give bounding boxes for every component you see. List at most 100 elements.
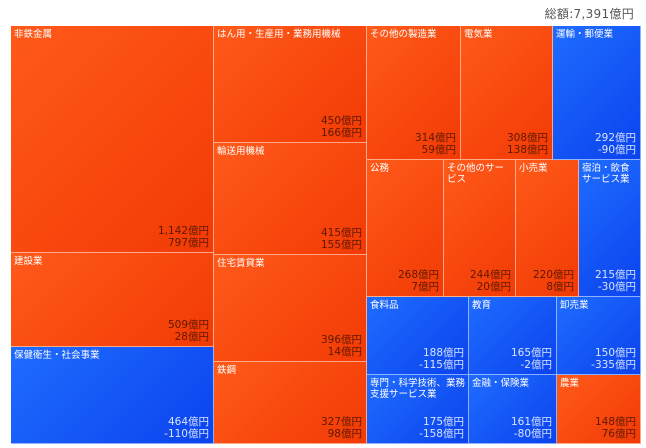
tile-amount-label: 244億円: [469, 269, 511, 281]
tile-change-label: -80億円: [513, 427, 552, 440]
tile-name-label: はん用・生産用・業務用機械: [217, 29, 341, 40]
tile-amount-label: 188億円: [422, 347, 464, 359]
tile-amount-label: 175億円: [422, 416, 464, 428]
tile-values: 415億円 155億円: [320, 227, 362, 251]
tile-amount-label: 396億円: [320, 334, 362, 346]
treemap-tile[interactable]: 金融・保険業 161億円 -80億円: [469, 375, 557, 444]
tile-amount-label: 161億円: [510, 416, 552, 428]
tile-change-label: -158億円: [419, 427, 464, 440]
tile-change-label: 7億円: [411, 280, 439, 293]
total-amount-label: 総額:7,391億円: [544, 7, 634, 21]
tile-name-label: 宿泊・飲食サービス業: [582, 163, 630, 185]
tile-values: 327億円 98億円: [320, 416, 362, 440]
tile-amount-label: 220億円: [532, 269, 574, 281]
tile-values: 150億円 -335億円: [591, 347, 636, 371]
tile-name-label: 教育: [472, 300, 492, 311]
treemap-tile[interactable]: 卸売業 150億円 -335億円: [557, 297, 641, 375]
tile-amount-label: 450億円: [320, 115, 362, 127]
tile-change-label: -30億円: [597, 280, 636, 293]
tile-change-label: 797億円: [167, 236, 209, 249]
tile-values: 161億円 -80億円: [510, 416, 552, 440]
tile-amount-label: 308億円: [506, 132, 548, 144]
treemap-tile[interactable]: 運輸・郵便業 292億円 -90億円: [553, 26, 641, 160]
tile-name-label: 鉄鋼: [217, 365, 237, 376]
tile-name-label: 小売業: [519, 163, 548, 174]
tile-amount-label: 268億円: [397, 269, 439, 281]
tile-values: 188億円 -115億円: [419, 347, 464, 371]
tile-change-label: 166億円: [320, 126, 362, 139]
tile-values: 396億円 14億円: [320, 334, 362, 358]
tile-values: 220億円 8億円: [532, 269, 574, 293]
tile-values: 175億円 -158億円: [419, 416, 464, 440]
tile-change-label: -110億円: [164, 427, 209, 440]
treemap-tile[interactable]: 鉄鋼 327億円 98億円: [214, 362, 367, 444]
tile-amount-label: 148億円: [594, 416, 636, 428]
tile-name-label: その他の製造業: [370, 29, 437, 40]
tile-values: 464億円 -110億円: [164, 416, 209, 440]
treemap-tile[interactable]: 電気業 308億円 138億円: [461, 26, 553, 160]
tile-name-label: 建設業: [14, 256, 43, 267]
tile-change-label: -90億円: [597, 143, 636, 156]
treemap-tile[interactable]: 教育 165億円 -2億円: [469, 297, 557, 375]
tile-name-label: 公務: [370, 163, 390, 174]
tile-name-label: 農業: [560, 378, 580, 389]
treemap-tile[interactable]: はん用・生産用・業務用機械 450億円 166億円: [214, 26, 367, 143]
tile-values: 244億円 20億円: [469, 269, 511, 293]
treemap-tile[interactable]: 輸送用機械 415億円 155億円: [214, 143, 367, 255]
tile-name-label: 住宅賃貸業: [217, 258, 265, 269]
tile-name-label: 金融・保険業: [472, 378, 530, 389]
tile-values: 308億円 138億円: [506, 132, 548, 156]
treemap-tile[interactable]: 住宅賃貸業 396億円 14億円: [214, 255, 367, 362]
tile-name-label: 食料品: [370, 300, 399, 311]
tile-amount-label: 215億円: [594, 269, 636, 281]
tile-values: 450億円 166億円: [320, 115, 362, 139]
tile-change-label: 155億円: [320, 238, 362, 251]
tile-name-label: 保健衛生・社会事業: [14, 350, 100, 361]
tile-name-label: 電気業: [464, 29, 493, 40]
treemap-tile[interactable]: 小売業 220億円 8億円: [516, 160, 579, 297]
tile-amount-label: 464億円: [167, 416, 209, 428]
tile-values: 292億円 -90億円: [594, 132, 636, 156]
tile-change-label: 8億円: [546, 280, 574, 293]
treemap-tile[interactable]: その他のサービス 244億円 20億円: [444, 160, 516, 297]
tile-values: 268億円 7億円: [397, 269, 439, 293]
tile-amount-label: 1,142億円: [157, 225, 209, 237]
treemap-tile[interactable]: 農業 148億円 76億円: [557, 375, 641, 444]
tile-amount-label: 292億円: [594, 132, 636, 144]
tile-amount-label: 415億円: [320, 227, 362, 239]
tile-change-label: 28億円: [174, 330, 209, 343]
tile-name-label: 専門・科学技術、業務支援サービス業: [370, 378, 466, 400]
tile-change-label: 98億円: [327, 427, 362, 440]
treemap-chart: 非鉄金属 1,142億円 797億円建設業 509億円 28億円保健衛生・社会事業 464…: [11, 26, 641, 444]
tile-change-label: -335億円: [591, 358, 636, 371]
treemap-tile[interactable]: 建設業 509億円 28億円: [11, 253, 214, 347]
tile-amount-label: 150億円: [594, 347, 636, 359]
treemap-tile[interactable]: 食料品 188億円 -115億円: [367, 297, 469, 375]
tile-amount-label: 327億円: [320, 416, 362, 428]
tile-amount-label: 509億円: [167, 319, 209, 331]
tile-values: 509億円 28億円: [167, 319, 209, 343]
treemap-tile[interactable]: その他の製造業 314億円 59億円: [367, 26, 461, 160]
tile-name-label: 運輸・郵便業: [556, 29, 614, 40]
tile-change-label: -2億円: [520, 358, 552, 371]
tile-change-label: -115億円: [419, 358, 464, 371]
tile-amount-label: 314億円: [414, 132, 456, 144]
tile-change-label: 76億円: [601, 427, 636, 440]
tile-name-label: 卸売業: [560, 300, 589, 311]
tile-values: 165億円 -2億円: [510, 347, 552, 371]
tile-change-label: 20億円: [476, 280, 511, 293]
treemap-tile[interactable]: 専門・科学技術、業務支援サービス業 175億円 -158億円: [367, 375, 469, 444]
treemap-tile[interactable]: 宿泊・飲食サービス業 215億円 -30億円: [579, 160, 641, 297]
tile-name-label: 輸送用機械: [217, 146, 265, 157]
tile-change-label: 59億円: [421, 143, 456, 156]
tile-values: 148億円 76億円: [594, 416, 636, 440]
tile-values: 1,142億円 797億円: [157, 225, 209, 249]
treemap-tile[interactable]: 保健衛生・社会事業 464億円 -110億円: [11, 347, 214, 444]
tile-amount-label: 165億円: [510, 347, 552, 359]
tile-values: 314億円 59億円: [414, 132, 456, 156]
tile-name-label: その他のサービス: [447, 163, 505, 185]
tile-change-label: 138億円: [506, 143, 548, 156]
tile-values: 215億円 -30億円: [594, 269, 636, 293]
treemap-tile[interactable]: 公務 268億円 7億円: [367, 160, 444, 297]
treemap-tile[interactable]: 非鉄金属 1,142億円 797億円: [11, 26, 214, 253]
